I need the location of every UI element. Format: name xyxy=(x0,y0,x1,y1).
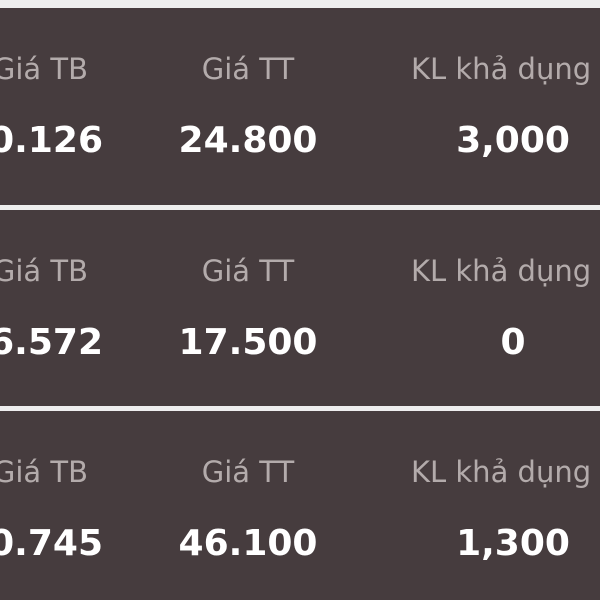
holding-card[interactable]: Giá TB 0.745 Giá TT 46.100 KL khả dụng 1,300 xyxy=(0,411,600,600)
column-label: Giá TT xyxy=(201,254,295,288)
column-value: 3,000 xyxy=(456,120,570,161)
column-value: 0.745 xyxy=(0,523,103,564)
column-label: Giá TB xyxy=(0,52,88,86)
column-value: 24.800 xyxy=(178,120,318,161)
column-value: 1,300 xyxy=(456,523,570,564)
column-value: 17.500 xyxy=(178,322,318,363)
column-value: 46.100 xyxy=(178,523,318,564)
column-label: KL khả dụng xyxy=(411,52,592,86)
column-label: Giá TT xyxy=(201,455,295,489)
column-label: KL khả dụng xyxy=(411,455,592,489)
column-label: Giá TT xyxy=(201,52,295,86)
column-value: 6.572 xyxy=(0,322,103,363)
holding-card[interactable]: Giá TB 0.126 Giá TT 24.800 KL khả dụng 3,000 xyxy=(0,8,600,205)
holding-card[interactable]: Giá TB 6.572 Giá TT 17.500 KL khả dụng 0 xyxy=(0,210,600,406)
column-label: KL khả dụng xyxy=(411,254,592,288)
column-value: 0.126 xyxy=(0,120,103,161)
column-label: Giá TB xyxy=(0,455,88,489)
column-value: 0 xyxy=(500,322,526,363)
column-label: Giá TB xyxy=(0,254,88,288)
